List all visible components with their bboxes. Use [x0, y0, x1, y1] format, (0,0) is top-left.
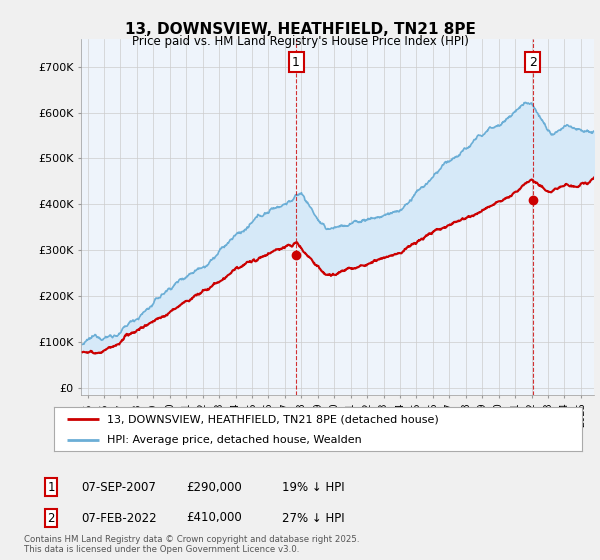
Text: Contains HM Land Registry data © Crown copyright and database right 2025.
This d: Contains HM Land Registry data © Crown c… — [24, 535, 359, 554]
Text: Price paid vs. HM Land Registry's House Price Index (HPI): Price paid vs. HM Land Registry's House … — [131, 35, 469, 48]
Text: 07-SEP-2007: 07-SEP-2007 — [81, 480, 156, 494]
Text: 2: 2 — [47, 511, 55, 525]
Text: £290,000: £290,000 — [186, 480, 242, 494]
Text: 13, DOWNSVIEW, HEATHFIELD, TN21 8PE: 13, DOWNSVIEW, HEATHFIELD, TN21 8PE — [125, 22, 475, 38]
Text: 13, DOWNSVIEW, HEATHFIELD, TN21 8PE (detached house): 13, DOWNSVIEW, HEATHFIELD, TN21 8PE (det… — [107, 414, 439, 424]
Text: 2: 2 — [529, 55, 537, 69]
Text: 1: 1 — [292, 55, 300, 69]
Text: HPI: Average price, detached house, Wealden: HPI: Average price, detached house, Weal… — [107, 435, 362, 445]
Text: 27% ↓ HPI: 27% ↓ HPI — [282, 511, 344, 525]
Text: 1: 1 — [47, 480, 55, 494]
Text: 19% ↓ HPI: 19% ↓ HPI — [282, 480, 344, 494]
Text: 07-FEB-2022: 07-FEB-2022 — [81, 511, 157, 525]
Text: £410,000: £410,000 — [186, 511, 242, 525]
